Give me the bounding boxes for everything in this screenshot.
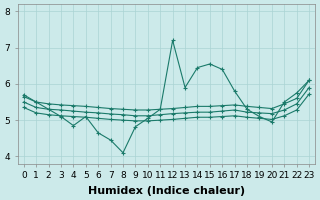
X-axis label: Humidex (Indice chaleur): Humidex (Indice chaleur) [88, 186, 245, 196]
